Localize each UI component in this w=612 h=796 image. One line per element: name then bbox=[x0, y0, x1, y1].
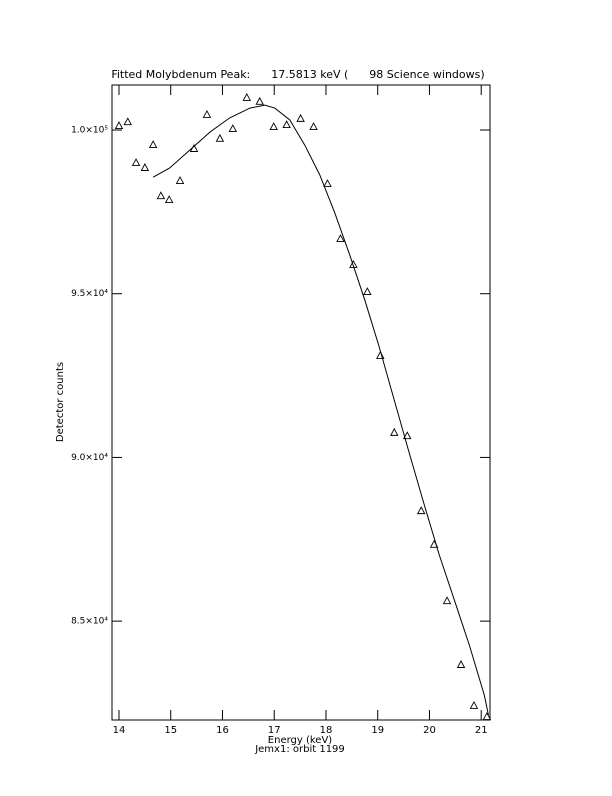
data-point bbox=[282, 120, 291, 129]
data-point bbox=[336, 234, 345, 242]
x-tick-label: 20 bbox=[423, 725, 436, 736]
y-tick-label: 8.5×10⁴ bbox=[71, 617, 108, 627]
x-tick-label: 16 bbox=[216, 725, 229, 736]
data-point bbox=[402, 431, 412, 440]
data-point bbox=[215, 133, 225, 142]
data-point bbox=[309, 122, 318, 131]
data-point bbox=[156, 191, 166, 200]
data-point bbox=[255, 96, 264, 105]
y-axis-label: Detector counts bbox=[55, 362, 66, 442]
x-tick-label: 15 bbox=[164, 725, 177, 736]
data-point bbox=[123, 117, 133, 126]
x-tick-label: 19 bbox=[371, 725, 384, 736]
data-point bbox=[148, 140, 158, 149]
data-point bbox=[164, 195, 174, 204]
data-point bbox=[114, 121, 124, 130]
x-axis-label: Energy (keV) bbox=[268, 735, 333, 746]
data-point bbox=[296, 113, 305, 122]
subtitle: Jemx1: orbit 1199 bbox=[254, 744, 345, 755]
chart-title: Fitted Molybdenum Peak: 17.5813 keV ( 98… bbox=[111, 68, 484, 81]
data-point bbox=[469, 700, 479, 709]
data-point bbox=[242, 92, 252, 101]
x-tick-label: 18 bbox=[320, 725, 333, 736]
data-point bbox=[442, 596, 452, 605]
data-point bbox=[363, 287, 372, 296]
data-point bbox=[202, 110, 212, 118]
x-tick-label: 17 bbox=[268, 725, 281, 736]
data-point bbox=[390, 427, 399, 436]
data-point bbox=[175, 176, 185, 185]
data-point bbox=[456, 660, 466, 668]
data-point bbox=[269, 122, 278, 131]
y-tick-label: 1.0×10⁵ bbox=[71, 126, 108, 136]
x-tick-label: 21 bbox=[475, 725, 488, 736]
data-point bbox=[228, 124, 238, 132]
x-tick-label: 14 bbox=[113, 725, 126, 736]
fit-line bbox=[152, 104, 489, 716]
plot-frame bbox=[111, 84, 491, 721]
y-tick-label: 9.0×10⁴ bbox=[71, 453, 108, 463]
data-point bbox=[482, 712, 492, 721]
data-point bbox=[131, 158, 141, 167]
y-tick-label: 9.5×10⁴ bbox=[71, 289, 108, 299]
data-point bbox=[140, 163, 150, 171]
data-point bbox=[416, 506, 426, 515]
data-point bbox=[323, 179, 332, 187]
